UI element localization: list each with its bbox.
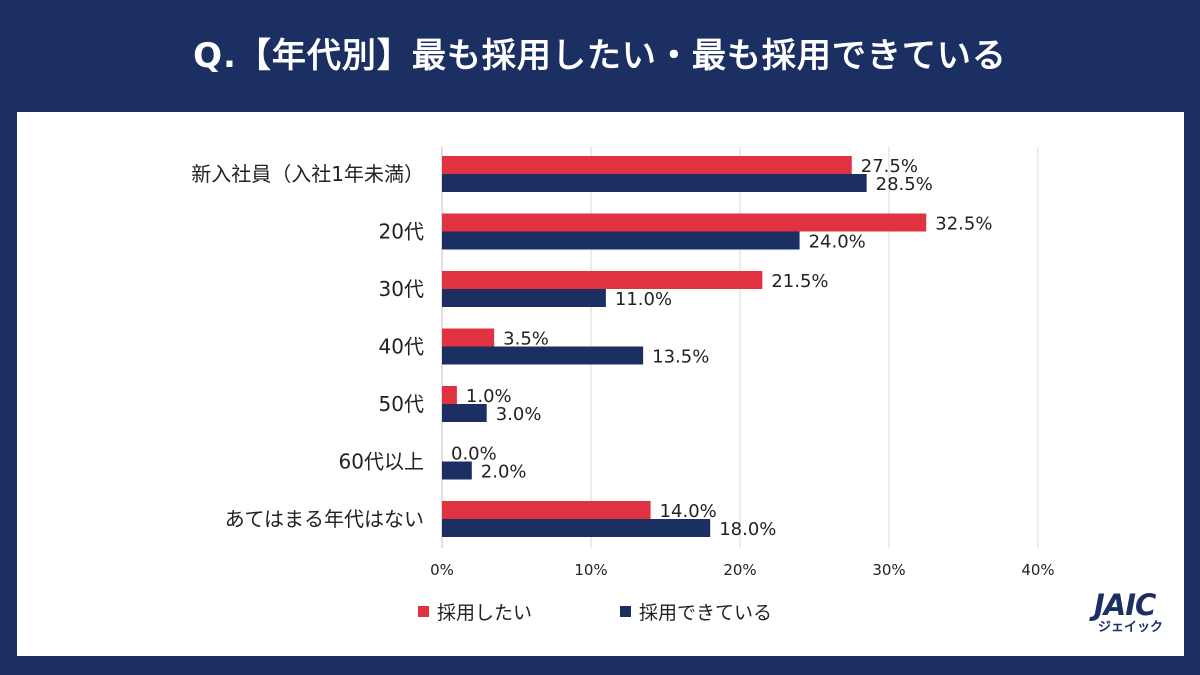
- data-label: 3.0%: [496, 404, 542, 425]
- data-label: 1.0%: [466, 386, 512, 407]
- data-label: 3.5%: [503, 329, 549, 350]
- category-label: あてはまる年代はない: [225, 507, 424, 531]
- category-label: 20代: [379, 220, 424, 244]
- bar: [442, 156, 852, 174]
- x-tick-label: 10%: [574, 561, 607, 579]
- data-label: 13.5%: [652, 347, 709, 368]
- bar: [442, 328, 495, 347]
- data-label: 27.5%: [861, 156, 918, 177]
- logo-subtitle: ジェイック: [1098, 620, 1164, 635]
- logo-mark: JAIC: [1094, 588, 1156, 622]
- bar: [442, 271, 763, 289]
- legend-label-want: 採用したい: [437, 602, 533, 624]
- bar: [442, 461, 472, 480]
- bar: [442, 231, 800, 250]
- bar: [442, 289, 606, 307]
- data-label: 21.5%: [771, 271, 828, 292]
- bar: [442, 174, 867, 192]
- legend-swatch-want: [418, 606, 429, 617]
- data-label: 11.0%: [615, 289, 672, 310]
- data-label: 28.5%: [876, 174, 933, 195]
- bar: [442, 501, 651, 519]
- legend-swatch-achieved: [620, 606, 631, 617]
- company-logo: JAIC ジェイック: [1094, 590, 1176, 646]
- data-label: 0.0%: [451, 444, 497, 465]
- bar: [442, 386, 457, 404]
- legend-label-achieved: 採用できている: [639, 602, 773, 624]
- bar: [442, 404, 487, 422]
- bar: [442, 213, 927, 232]
- bar: [442, 519, 711, 537]
- chart-title: Q.【年代別】最も採用したい・最も採用できている: [193, 36, 1007, 76]
- chart-panel: [17, 112, 1184, 656]
- data-label: 32.5%: [935, 214, 992, 235]
- data-label: 18.0%: [719, 519, 776, 540]
- bar: [442, 346, 644, 365]
- x-tick-label: 40%: [1021, 561, 1054, 579]
- x-tick-label: 0%: [430, 561, 454, 579]
- category-label: 40代: [379, 335, 424, 359]
- category-label: 新入社員（入社1年未満）: [191, 162, 424, 186]
- legend-item-want: 採用したい: [418, 598, 532, 625]
- data-label: 24.0%: [809, 232, 866, 253]
- category-label: 30代: [379, 277, 424, 301]
- category-label: 50代: [379, 392, 424, 416]
- category-label: 60代以上: [339, 450, 424, 474]
- x-tick-label: 20%: [723, 561, 756, 579]
- legend-item-achieved: 採用できている: [620, 598, 772, 625]
- x-tick-label: 30%: [872, 561, 905, 579]
- data-label: 14.0%: [660, 501, 717, 522]
- data-label: 2.0%: [481, 462, 527, 483]
